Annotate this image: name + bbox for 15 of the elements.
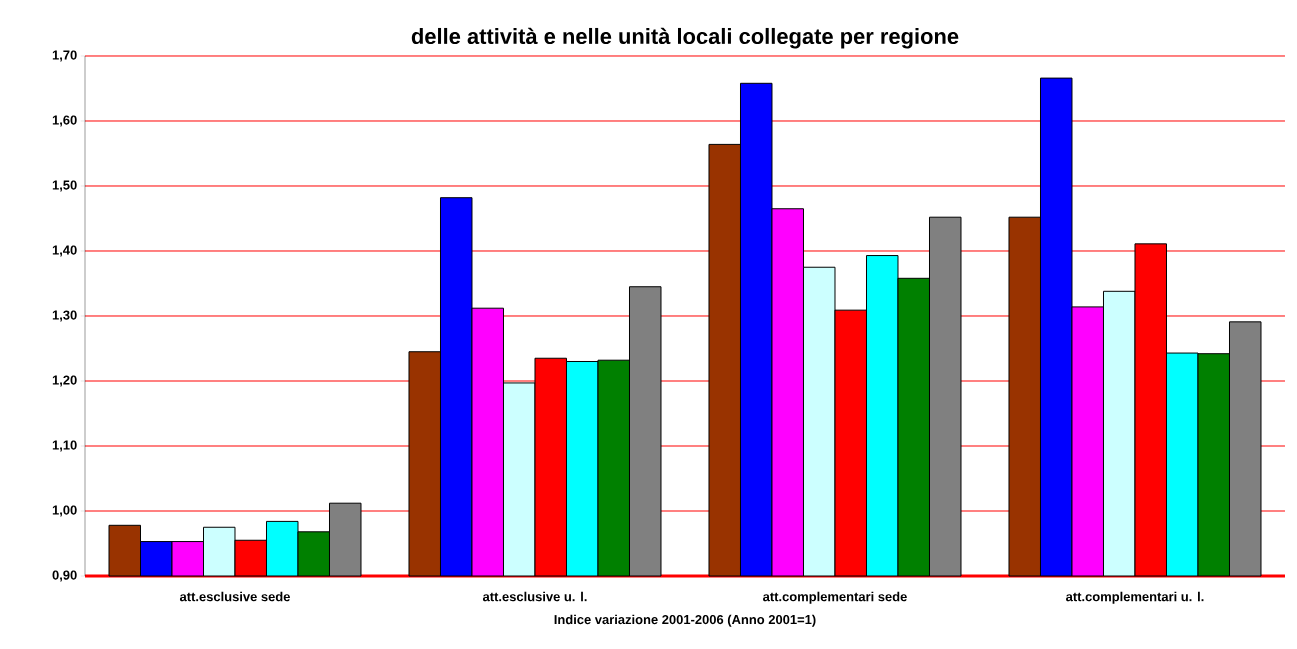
y-tick-label: 1,30 xyxy=(52,310,77,322)
y-tick-label: 1,60 xyxy=(52,115,77,127)
y-tick-label: 1,70 xyxy=(52,50,77,62)
y-tick-label: 1,50 xyxy=(52,180,77,192)
x-tick-label: att.complementari sede xyxy=(763,591,907,604)
x-tick-label: att.esclusive sede xyxy=(179,591,290,602)
y-tick-label: 1,00 xyxy=(52,505,77,517)
y-tick-label: 0,90 xyxy=(52,570,77,582)
y-tick-label: 1,20 xyxy=(52,375,77,387)
x-axis-title: Indice variazione 2001-2006 (Anno 2001=1) xyxy=(554,614,816,627)
y-tick-label: 1,10 xyxy=(52,440,77,452)
x-tick-label: att.complementari u. l. xyxy=(1066,591,1204,604)
chart-title: delle attività e nelle unità locali collegate per regione xyxy=(411,27,959,49)
x-tick-label: att.esclusive u. l. xyxy=(482,591,587,602)
y-tick-label: 1,40 xyxy=(52,245,77,257)
